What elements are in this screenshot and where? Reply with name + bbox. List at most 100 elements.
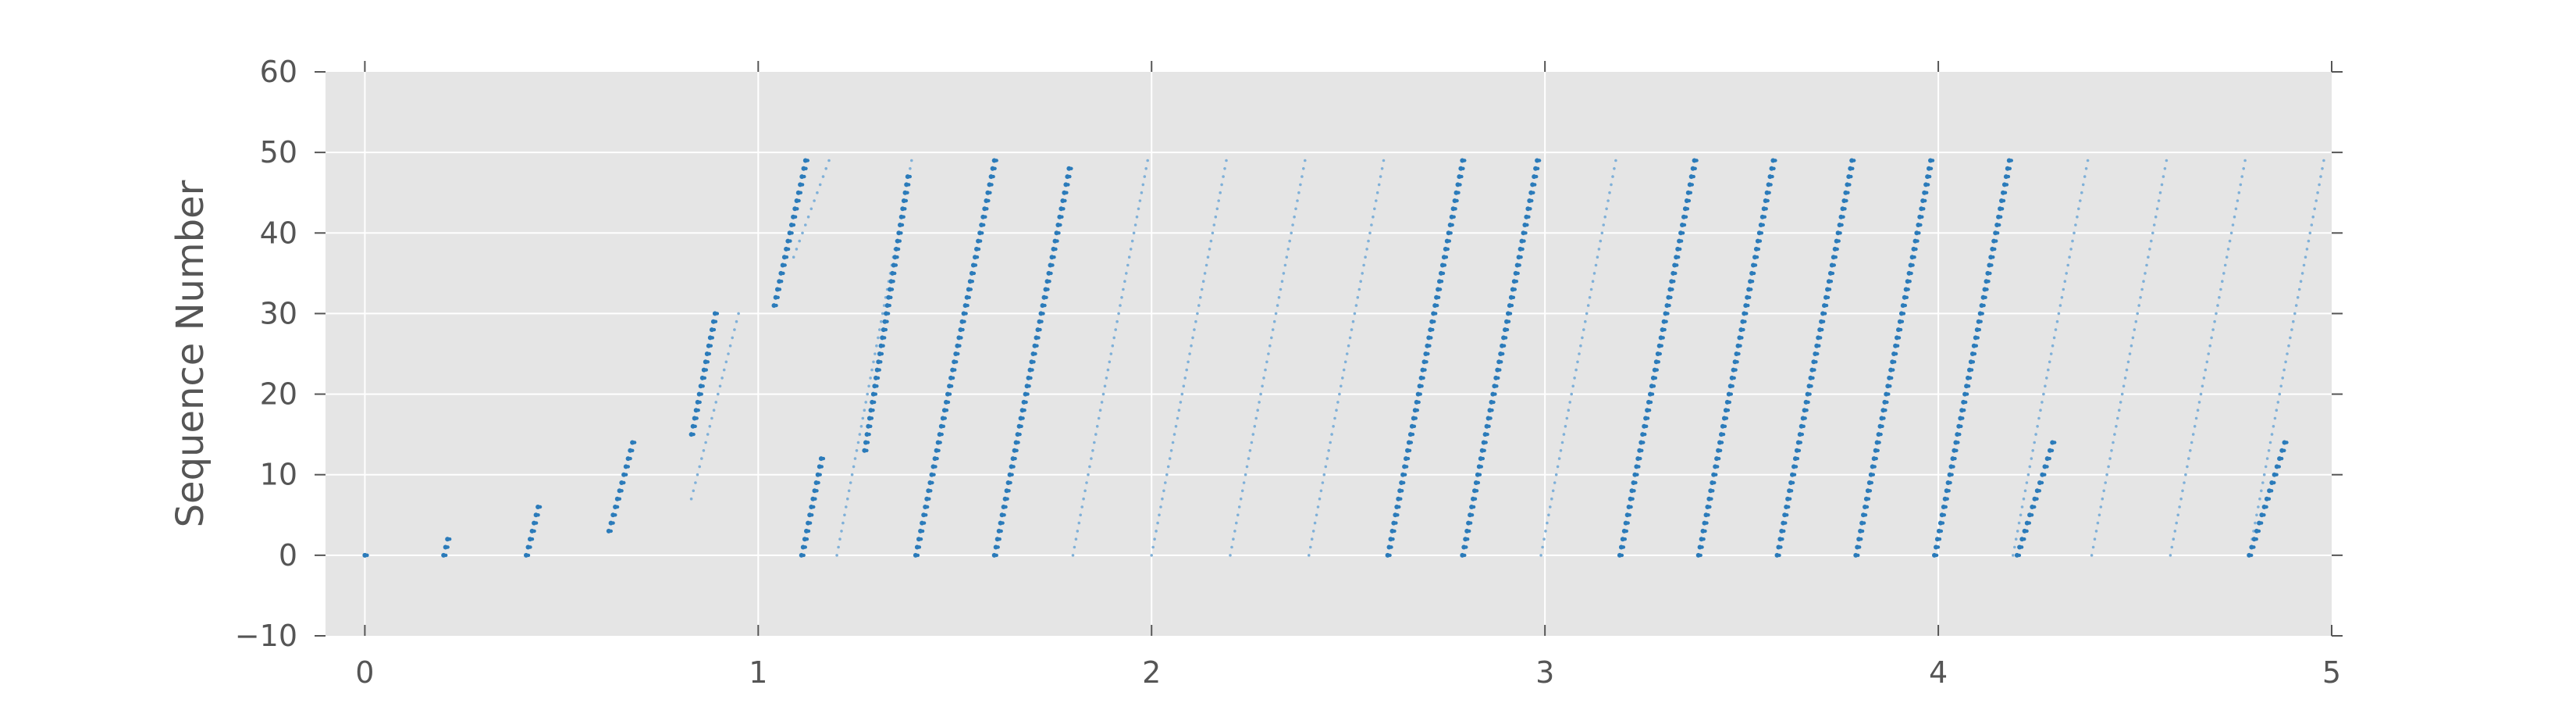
data-point [1393,529,1397,533]
data-point [2154,215,2158,219]
data-point [991,174,995,179]
data-point [1250,441,1254,444]
data-point [1592,272,1596,275]
data-point [628,456,632,461]
data-point [2045,376,2048,380]
data-point [1187,360,1190,364]
data-point [1926,183,1930,187]
data-point [1010,473,1014,476]
data-point [885,319,889,323]
data-point [1827,287,1832,291]
data-point [1199,296,1202,299]
data-point [909,167,912,170]
data-point [1831,271,1835,276]
data-point [941,424,946,428]
data-point [1421,376,1425,380]
data-point [1553,481,1557,484]
data-point [808,521,813,525]
data-point [2097,513,2101,517]
data-point [1300,175,1304,178]
data-point [1503,336,1508,340]
data-point [727,352,730,355]
data-point [1547,513,1550,517]
data-point [1463,159,1467,162]
data-point [1333,416,1336,420]
data-point [1629,505,1633,509]
data-point [700,457,703,460]
data-point [2005,183,2009,187]
data-point [1998,215,2003,219]
data-point [2019,513,2023,517]
data-point [2031,449,2034,452]
data-point [1270,336,1273,340]
data-point [2172,537,2176,541]
data-point [2108,457,2112,460]
data-point [615,505,620,509]
data-point [801,231,804,235]
data-point [1752,271,1756,276]
data-point [2125,368,2129,372]
data-point [1432,319,1436,323]
data-point [978,239,983,243]
data-point [1905,295,1909,299]
data-point [1789,489,1794,493]
data-point [903,207,907,211]
data-point [2311,215,2314,219]
data-point [2316,191,2319,194]
data-point [1299,183,1302,187]
data-point [1774,159,1777,162]
data-point [2223,263,2227,267]
data-point [2267,497,2272,501]
data-point [987,198,991,203]
data-point [1961,416,1965,420]
data-point [2254,537,2258,541]
data-point [1994,239,1998,243]
data-point [1362,263,1365,267]
data-point [1652,384,1656,388]
data-point [1409,441,1414,444]
data-point [1866,497,1871,501]
data-point [1562,433,1566,436]
data-point [1251,433,1255,436]
data-point [1706,513,1710,517]
data-point [2049,352,2053,355]
data-point [1150,554,1153,557]
data-point [1101,392,1105,396]
data-point [1460,174,1464,179]
data-point [1772,166,1776,170]
data-point [804,166,808,170]
data-point [2115,425,2118,428]
data-point [996,545,1000,549]
data-point [1179,401,1183,404]
data-point [2302,263,2306,267]
data-point [365,553,369,558]
data-point [1487,424,1491,428]
data-point [1517,263,1521,267]
y-tick-label: 40 [260,216,297,250]
data-point [1414,416,1418,420]
data-point [795,248,799,251]
data-point [1012,465,1016,469]
data-point [1311,530,1315,533]
data-point [812,505,816,509]
data-point [1809,384,1813,388]
data-point [2074,223,2077,227]
data-point [1596,255,1599,259]
data-point [1674,271,1678,276]
data-point [2285,441,2289,444]
data-point [2016,530,2019,533]
data-point [1350,328,1354,331]
data-point [1784,521,1788,525]
data-point [2294,304,2298,307]
data-point [2228,239,2232,243]
data-point [2181,489,2184,493]
data-point [1478,473,1482,476]
data-point [1594,263,1598,267]
data-point [631,448,635,452]
data-point [710,336,714,340]
data-point [1787,505,1791,509]
data-point [1283,263,1287,267]
data-point [1470,513,1475,517]
data-point [1271,328,1275,331]
data-point [1412,424,1417,428]
